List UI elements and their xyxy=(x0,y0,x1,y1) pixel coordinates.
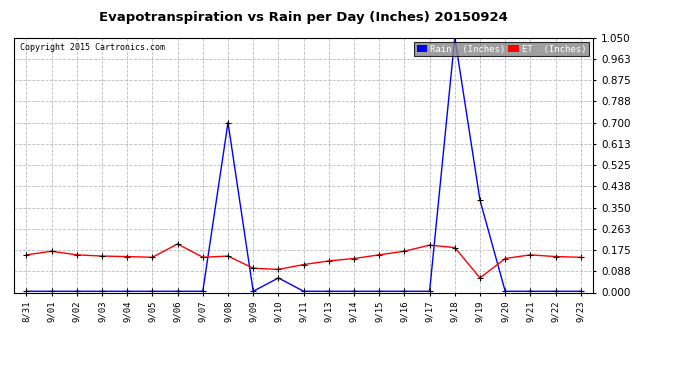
Text: Evapotranspiration vs Rain per Day (Inches) 20150924: Evapotranspiration vs Rain per Day (Inch… xyxy=(99,11,508,24)
Legend: Rain  (Inches), ET  (Inches): Rain (Inches), ET (Inches) xyxy=(414,42,589,56)
Text: Copyright 2015 Cartronics.com: Copyright 2015 Cartronics.com xyxy=(19,43,165,52)
